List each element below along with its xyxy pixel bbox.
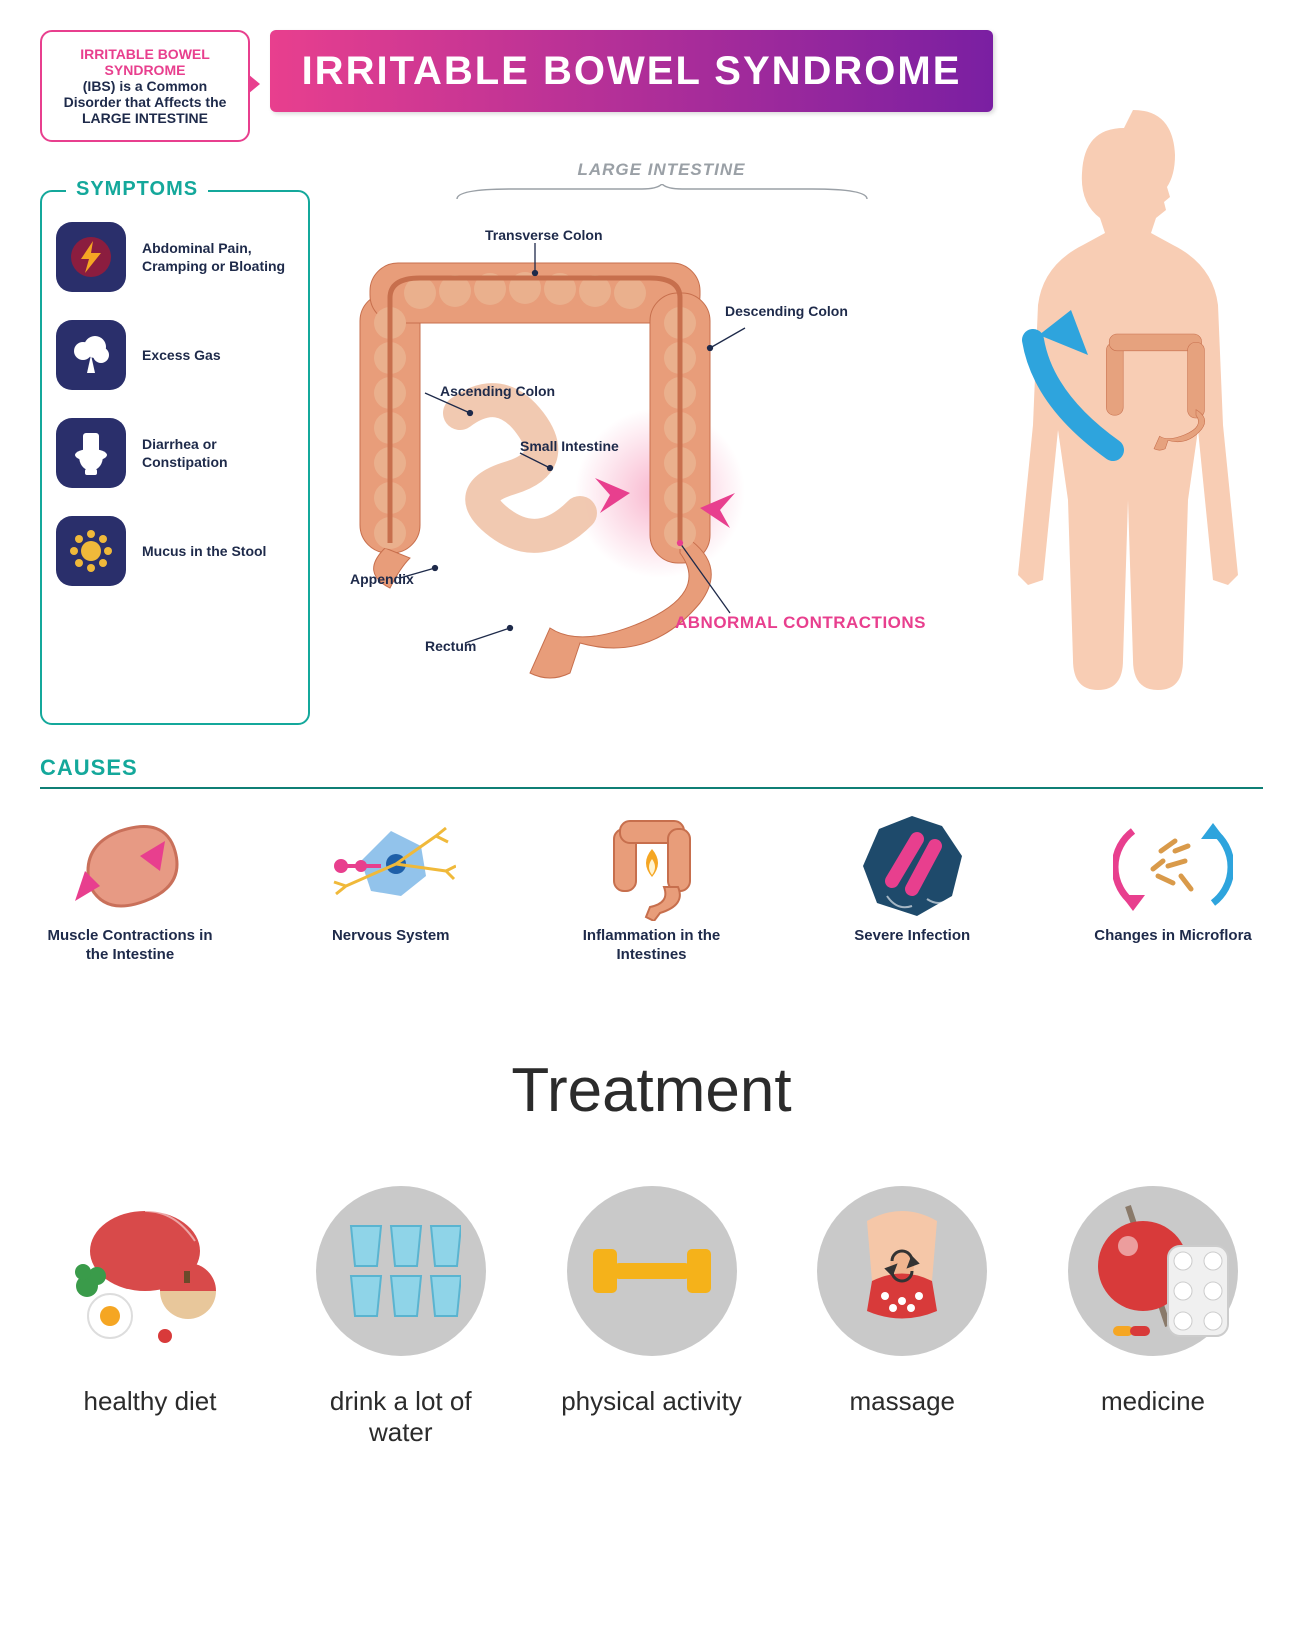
toilet-icon	[56, 418, 126, 488]
label-small: Small Intestine	[520, 438, 619, 455]
symptom-item: Diarrhea or Constipation	[56, 418, 294, 488]
treatment-title: Treatment	[40, 1055, 1263, 1126]
intro-pointer-icon	[248, 74, 260, 94]
cloud-icon	[56, 320, 126, 390]
cause-item: Muscle Contractions in the Intestine	[40, 811, 220, 965]
body-svg	[1013, 100, 1263, 720]
cause-label: Changes in Microflora	[1083, 927, 1263, 946]
title-text: IRRITABLE BOWEL SYNDROME	[302, 49, 962, 93]
treatment-item: physical activity	[552, 1186, 752, 1448]
diagram-col: LARGE INTESTINE	[330, 160, 993, 725]
treatment-label: physical activity	[552, 1386, 752, 1417]
label-transverse: Transverse Colon	[485, 227, 603, 244]
nervous-icon	[301, 811, 481, 921]
treatment-label: massage	[802, 1386, 1002, 1417]
causes-rule	[40, 787, 1263, 789]
diagram-caption: LARGE INTESTINE	[330, 160, 993, 180]
inflame-icon	[562, 811, 742, 921]
brace-icon	[330, 184, 993, 207]
cause-item: Nervous System	[301, 811, 481, 965]
intro-line2: (IBS) is a Common Disorder that Affects …	[54, 78, 236, 126]
causes-section: CAUSES Muscle Contractions in the Intest…	[40, 755, 1263, 965]
causes-title: CAUSES	[40, 755, 1263, 781]
cause-item: Inflammation in the Intestines	[562, 811, 742, 965]
symptom-label: Abdominal Pain, Cramping or Bloating	[142, 239, 294, 275]
symptom-label: Mucus in the Stool	[142, 542, 266, 560]
treatment-item: medicine	[1053, 1186, 1253, 1448]
symptoms-list: Abdominal Pain, Cramping or Bloating Exc…	[56, 222, 294, 586]
anatomy-diagram: Transverse Colon Ascending Colon Descend…	[330, 213, 993, 683]
treatment-item: healthy diet	[50, 1186, 250, 1448]
treatment-label: medicine	[1053, 1386, 1253, 1417]
title-banner: IRRITABLE BOWEL SYNDROME	[270, 30, 993, 112]
dumbbell-icon	[567, 1186, 737, 1356]
intro-line1: IRRITABLE BOWEL SYNDROME	[54, 46, 236, 78]
medicine-icon	[1068, 1186, 1238, 1356]
treatment-label: healthy diet	[50, 1386, 250, 1417]
massage-icon	[817, 1186, 987, 1356]
symptom-item: Abdominal Pain, Cramping or Bloating	[56, 222, 294, 292]
cause-label: Inflammation in the Intestines	[562, 927, 742, 965]
treatment-row: healthy diet drink a lot of water physic…	[40, 1186, 1263, 1448]
mid-row: SYMPTOMS Abdominal Pain, Cramping or Blo…	[40, 160, 1263, 725]
symptoms-title: SYMPTOMS	[66, 178, 208, 201]
muscle-icon	[40, 811, 220, 921]
treatment-item: drink a lot of water	[301, 1186, 501, 1448]
symptom-item: Excess Gas	[56, 320, 294, 390]
cause-label: Muscle Contractions in the Intestine	[40, 927, 220, 965]
bolt-icon	[56, 222, 126, 292]
symptom-label: Diarrhea or Constipation	[142, 435, 294, 471]
microflora-icon	[1083, 811, 1263, 921]
cause-item: Changes in Microflora	[1083, 811, 1263, 965]
splat-icon	[56, 516, 126, 586]
symptoms-panel: SYMPTOMS Abdominal Pain, Cramping or Blo…	[40, 190, 310, 725]
label-appendix: Appendix	[350, 571, 414, 588]
symptom-label: Excess Gas	[142, 346, 221, 364]
symptom-item: Mucus in the Stool	[56, 516, 294, 586]
cause-label: Severe Infection	[822, 927, 1002, 946]
intro-box: IRRITABLE BOWEL SYNDROME (IBS) is a Comm…	[40, 30, 250, 142]
diet-icon	[65, 1186, 235, 1356]
body-silhouette	[1013, 100, 1263, 725]
treatment-section: Treatment healthy diet drink a lot of wa…	[40, 1055, 1263, 1448]
water-icon	[316, 1186, 486, 1356]
treatment-label: drink a lot of water	[301, 1386, 501, 1448]
label-abnormal: ABNORMAL CONTRACTIONS	[675, 613, 926, 633]
cause-label: Nervous System	[301, 927, 481, 946]
label-rectum: Rectum	[425, 638, 476, 655]
label-descending: Descending Colon	[725, 303, 848, 320]
label-ascending: Ascending Colon	[440, 383, 555, 400]
cause-item: Severe Infection	[822, 811, 1002, 965]
causes-row: Muscle Contractions in the Intestine Ner…	[40, 811, 1263, 965]
treatment-item: massage	[802, 1186, 1002, 1448]
infection-icon	[822, 811, 1002, 921]
